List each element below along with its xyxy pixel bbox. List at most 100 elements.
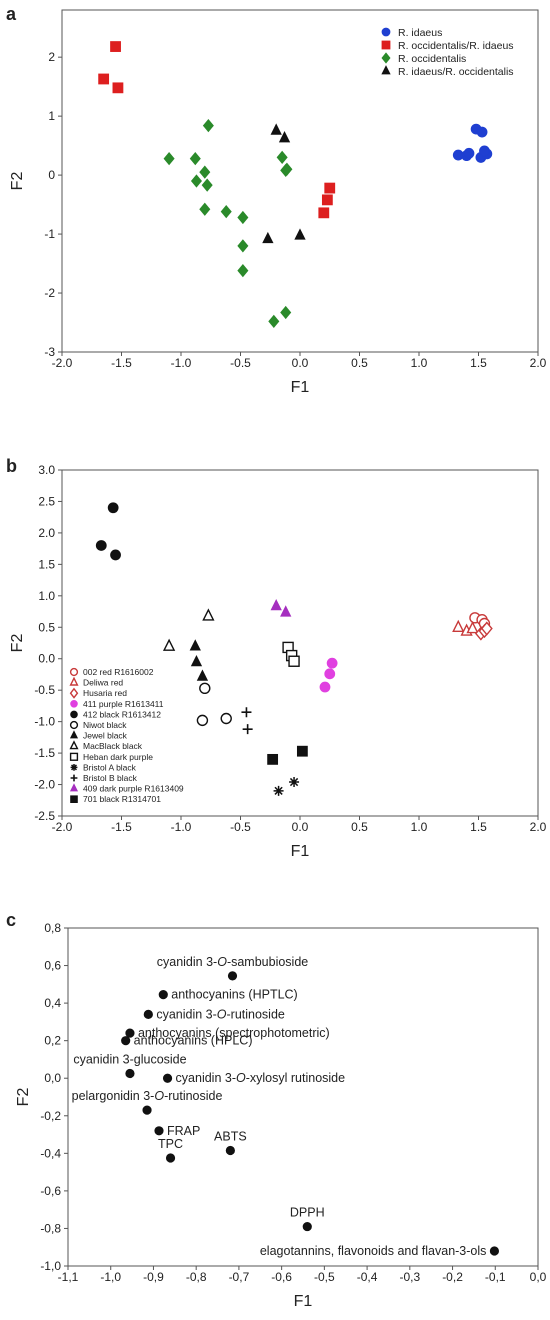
data-point	[268, 314, 280, 328]
data-label-segment: TPC	[158, 1137, 183, 1151]
y-tick-label: -0,4	[40, 1146, 61, 1160]
x-tick-label: 1.5	[470, 820, 487, 834]
data-label-segment: -rutinoside	[227, 1007, 285, 1021]
data-point	[199, 202, 211, 216]
data-label-segment: -rutinoside	[164, 1089, 222, 1103]
data-point	[289, 777, 300, 788]
legend-entry: 409 dark purple R1613409	[83, 784, 184, 794]
legend-marker	[69, 676, 79, 686]
data-point	[273, 785, 284, 796]
data-point	[318, 207, 330, 219]
y-tick-label: 0.5	[38, 620, 55, 634]
y-tick-label: 0,8	[44, 921, 61, 935]
data-label: ABTS	[214, 1130, 247, 1144]
data-point	[280, 605, 292, 617]
x-tick-label: -0.5	[230, 820, 251, 834]
y-tick-label: -1.0	[34, 715, 55, 729]
data-label-segment: -sambubioside	[227, 955, 308, 969]
x-tick-label: -1.5	[111, 820, 132, 834]
y-tick-label: -1,0	[40, 1259, 61, 1273]
panel-label-b: b	[6, 456, 17, 476]
legend-marker	[69, 752, 79, 761]
data-point	[466, 620, 479, 634]
legend-marker	[69, 720, 79, 730]
data-label-segment: O	[217, 955, 227, 969]
legend-marker	[381, 27, 391, 37]
data-label-segment: O	[217, 1007, 227, 1021]
x-tick-label: -0,9	[143, 1270, 164, 1284]
legend-entry: Bristol A black	[83, 762, 137, 772]
x-axis-label: F1	[294, 1293, 313, 1310]
data-point	[225, 1145, 235, 1156]
data-point	[237, 210, 249, 225]
data-point	[202, 118, 214, 133]
legend-marker	[381, 52, 391, 64]
legend-entry: Heban dark purple	[83, 752, 153, 762]
y-tick-label: -0,8	[40, 1221, 61, 1235]
data-point	[321, 194, 333, 206]
data-point	[319, 681, 331, 693]
data-point	[463, 147, 475, 159]
legend-marker	[69, 667, 79, 677]
x-tick-label: 0.5	[351, 820, 368, 834]
x-tick-label: -1,1	[58, 1270, 79, 1284]
y-axis-label: F2	[15, 1088, 32, 1107]
x-tick-label: 0.0	[292, 356, 309, 370]
data-point	[296, 745, 308, 757]
x-tick-label: -0,4	[357, 1270, 378, 1284]
data-point	[165, 1153, 176, 1163]
legend-marker	[70, 699, 78, 708]
y-tick-label: 0,6	[44, 959, 61, 973]
y-tick-label: 2.0	[38, 526, 55, 540]
data-point	[489, 1246, 500, 1256]
x-tick-label: 2.0	[530, 356, 547, 370]
y-tick-label: 1	[48, 109, 55, 123]
legend-entry: 411 purple R1613411	[83, 699, 164, 709]
x-tick-label: -1.5	[111, 356, 132, 370]
chart-panel-b: b-2.0 -1.5 -1.0 -0.5 0.0 0.5 1.0 1.5 2.0-2.5-2.0…	[6, 456, 547, 860]
data-point	[280, 305, 292, 320]
data-point	[278, 131, 291, 143]
y-tick-label: -2.5	[34, 809, 55, 823]
data-point	[202, 608, 215, 621]
data-point	[237, 239, 249, 253]
y-tick-label: 2.5	[38, 494, 55, 508]
y-tick-label: 0,4	[44, 996, 61, 1010]
legend-entry: MacBlack black	[83, 741, 143, 751]
legend-entry: R. idaeus	[398, 27, 442, 39]
legend-marker	[381, 65, 391, 75]
y-tick-label: 0,0	[44, 1071, 61, 1085]
data-label-segment: O	[236, 1071, 246, 1085]
data-point	[324, 668, 336, 680]
x-axis-label: F1	[291, 379, 310, 396]
x-tick-label: -2.0	[52, 356, 73, 370]
data-point	[326, 657, 338, 669]
y-tick-label: 2	[48, 50, 55, 64]
legend-marker	[70, 710, 78, 719]
data-label-segment: elagotannins, flavonoids and flavan-3-ol…	[260, 1244, 487, 1258]
data-point	[199, 165, 211, 179]
legend-marker	[70, 795, 78, 803]
panel-label-c: c	[6, 910, 16, 930]
data-label-segment: ABTS	[214, 1130, 247, 1144]
x-tick-label: -0,8	[186, 1270, 207, 1284]
data-point	[237, 264, 249, 278]
legend-entry: Bristol B black	[83, 773, 138, 783]
data-point	[112, 82, 124, 94]
data-label: DPPH	[290, 1206, 325, 1220]
x-tick-label: -0,1	[485, 1270, 506, 1284]
y-tick-label: -1	[44, 227, 55, 241]
y-tick-label: -2	[44, 286, 55, 300]
data-point	[143, 1009, 153, 1019]
y-tick-label: -0,2	[40, 1109, 61, 1123]
data-point	[158, 990, 168, 1000]
data-label: anthocyanins (spectrophotometric)	[138, 1026, 330, 1040]
data-point	[196, 669, 209, 681]
data-label-segment: O	[154, 1089, 164, 1103]
data-point	[227, 971, 238, 981]
data-point	[302, 1221, 312, 1232]
legend-marker	[69, 687, 79, 699]
x-tick-label: -1.0	[171, 356, 192, 370]
chart-panel-c: c-1,1 -1,0 -0,9 -0,8 -0,7 -0,6 -0,5 -0,4 -0,3 -0,…	[6, 910, 547, 1310]
legend-entry: Husaria red	[83, 688, 127, 698]
